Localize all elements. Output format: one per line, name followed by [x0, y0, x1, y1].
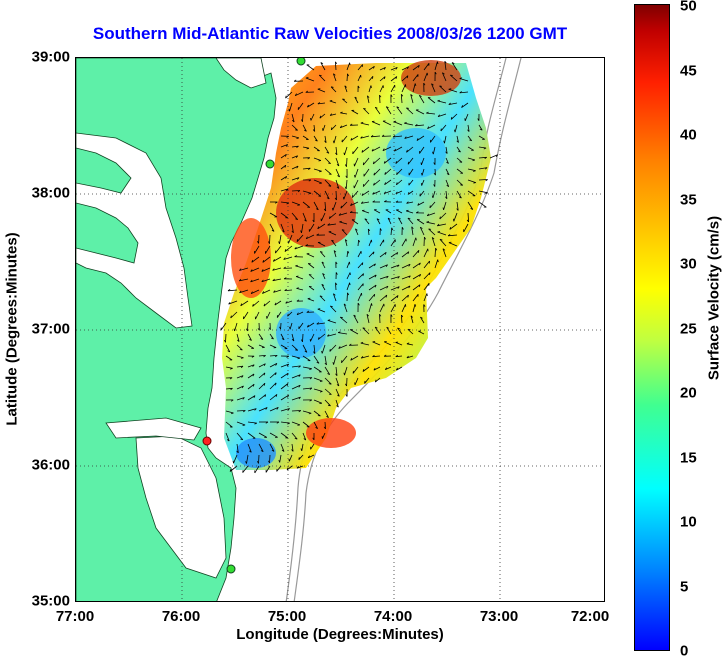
velocity-arrow-head: [319, 161, 321, 162]
colorbar-tick-label: 40: [680, 127, 697, 144]
velocity-arrow-head: [332, 208, 333, 211]
velocity-arrow-head: [485, 193, 487, 194]
colorbar-tick-label: 50: [680, 0, 697, 15]
station-marker-green: [266, 160, 274, 168]
velocity-arrow-head: [438, 232, 441, 233]
velocity-arrow-head: [473, 183, 475, 184]
y-tick-label: 37:00: [32, 321, 70, 338]
station-marker-green: [297, 58, 305, 65]
velocity-arrow-head: [330, 349, 331, 351]
colorbar: [634, 4, 670, 651]
velocity-arrow-head: [297, 205, 300, 206]
y-axis-title: Latitude (Degrees:Minutes): [4, 232, 21, 425]
colorbar-tick-label: 0: [680, 643, 688, 660]
velocity-arrow: [303, 334, 304, 342]
velocity-arrow-head: [240, 350, 243, 351]
colorbar-tick-label: 35: [680, 192, 697, 209]
velocity-arrow: [270, 455, 271, 463]
station-marker-green: [227, 565, 235, 573]
colorbar-tick-label: 20: [680, 385, 697, 402]
x-tick-label: 76:00: [162, 608, 200, 625]
x-tick-label: 77:00: [56, 608, 94, 625]
velocity-arrow: [270, 235, 271, 244]
velocity-arrow-head: [355, 175, 356, 178]
velocity-arrow: [347, 158, 348, 167]
velocity-arrow-head: [460, 185, 462, 186]
map-title: Southern Mid-Atlantic Raw Velocities 200…: [0, 24, 660, 44]
map-canvas: [76, 58, 605, 602]
y-tick-label: 35:00: [32, 593, 70, 610]
velocity-arrow-head: [243, 425, 246, 426]
x-tick-label: 73:00: [480, 608, 518, 625]
station-marker-red: [203, 437, 211, 445]
velocity-arrow-head: [309, 275, 312, 276]
colorbar-tick-label: 15: [680, 450, 697, 467]
x-tick-label: 72:00: [571, 608, 609, 625]
velocity-arrow-head: [362, 263, 363, 266]
velocity-arrow-head: [429, 229, 431, 230]
x-axis-title: Longitude (Degrees:Minutes): [236, 626, 444, 643]
velocity-arrow: [347, 74, 348, 81]
colorbar-tick-label: 45: [680, 63, 697, 80]
x-tick-label: 74:00: [374, 608, 412, 625]
map-plot-area[interactable]: [75, 57, 605, 602]
velocity-arrow: [248, 323, 249, 331]
velocity-arrow-head: [397, 172, 398, 174]
colorbar-tick-label: 30: [680, 256, 697, 273]
velocity-arrow-head: [299, 457, 300, 460]
velocity-arrow-head: [430, 273, 431, 275]
colorbar-title: Surface Velocity (cm/s): [706, 216, 723, 380]
y-tick-label: 39:00: [32, 49, 70, 66]
velocity-arrow-head: [298, 425, 300, 426]
velocity-arrow-head: [296, 276, 298, 277]
velocity-arrow: [350, 213, 358, 214]
velocity-arrow-head: [306, 78, 309, 79]
velocity-arrow: [347, 293, 348, 301]
velocity-arrow-head: [362, 210, 364, 211]
velocity-arrow: [259, 455, 260, 464]
velocity-arrow-head: [323, 128, 324, 131]
velocity-arrow: [307, 65, 314, 70]
velocity-arrow-head: [295, 350, 298, 351]
velocity-arrow-head: [295, 130, 297, 131]
y-tick-label: 38:00: [32, 185, 70, 202]
colorbar-tick-label: 10: [680, 514, 697, 531]
velocity-arrow-head: [350, 63, 351, 65]
velocity-arrow: [303, 114, 304, 122]
velocity-arrow-head: [406, 108, 409, 109]
velocity-arrow-head: [418, 250, 419, 253]
velocity-arrow-head: [308, 298, 311, 299]
y-tick-label: 36:00: [32, 457, 70, 474]
velocity-arrow: [226, 334, 227, 342]
colorbar-tick-label: 5: [680, 579, 688, 596]
velocity-arrow-head: [350, 283, 351, 285]
colorbar-tick-label: 25: [680, 321, 697, 338]
x-tick-label: 75:00: [268, 608, 306, 625]
velocity-arrow-head: [440, 86, 442, 87]
